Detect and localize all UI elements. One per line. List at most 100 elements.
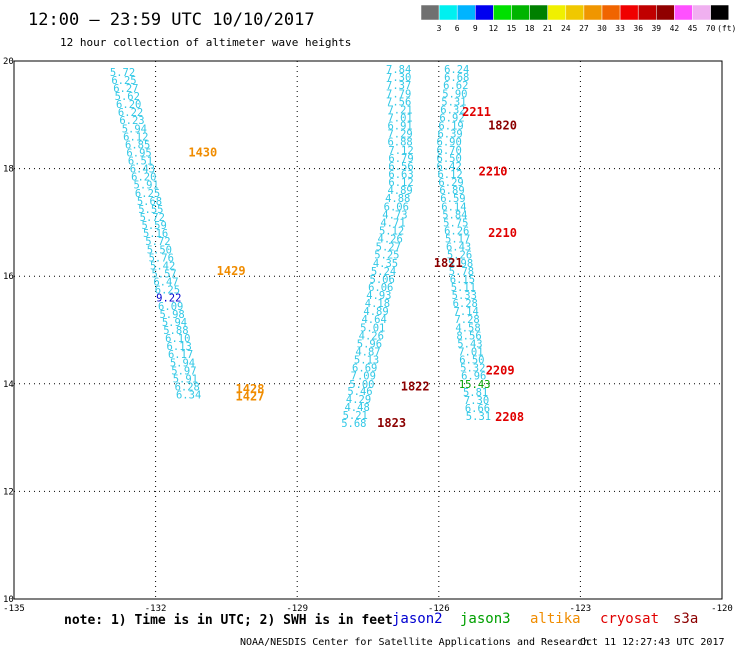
note-text: note: 1) Time is in UTC; 2) SWH is in fe… — [64, 613, 393, 628]
wave-height-point: 6.42 — [437, 161, 462, 173]
wave-height-point: 6.69 — [352, 363, 377, 375]
footer-timestamp: Oct 11 12:27:43 UTC 2017 — [580, 637, 725, 648]
wave-height-point: 5.31 — [441, 96, 466, 108]
color-scale-label: 3 — [437, 24, 442, 33]
pass-time-label: 1822 — [401, 379, 430, 393]
color-swatch — [692, 4, 711, 21]
wave-height-point: 6.12 — [123, 131, 148, 143]
color-scale-label: 27 — [579, 24, 589, 33]
wave-height-point: 7.12 — [388, 145, 413, 157]
y-tick-label: 12 — [3, 487, 14, 497]
color-swatch — [420, 4, 440, 21]
wave-height-point: 4.89 — [387, 185, 412, 197]
wave-height-point: 6.14 — [441, 201, 466, 213]
pass-time-label: 2211 — [462, 105, 491, 119]
wave-height-point: 5.16 — [143, 228, 168, 240]
wave-height-point: 5.27 — [376, 242, 401, 254]
y-tick-label: 14 — [3, 380, 14, 390]
wave-height-point: 4.58 — [455, 322, 480, 334]
color-scale-label: 70 — [706, 24, 716, 33]
wave-height-point: 4.26 — [378, 234, 403, 246]
wave-height-point: 4.35 — [373, 258, 398, 270]
wave-height-point: 6.79 — [388, 153, 413, 165]
wave-height-point: 5.94 — [162, 317, 187, 329]
pass-time-label: 2208 — [495, 410, 524, 424]
wave-height-point: 5.72 — [110, 67, 135, 79]
wave-height-point: 6.29 — [438, 177, 463, 189]
color-scale-label: 18 — [525, 24, 535, 33]
wave-height-point: 6.51 — [128, 156, 153, 168]
wave-height-point: 7.01 — [387, 112, 412, 124]
wave-height-point: 5.72 — [145, 236, 170, 248]
wave-height-point: 7.09 — [351, 371, 376, 383]
y-tick-label: 10 — [3, 595, 14, 605]
wave-height-point: 7.01 — [458, 347, 483, 359]
wave-height-point: 6.50 — [437, 153, 462, 165]
color-swatch — [475, 4, 494, 21]
wave-height-point: 5.57 — [151, 269, 176, 281]
y-tick-label: 18 — [3, 165, 14, 175]
wave-height-point: 5.26 — [447, 250, 472, 262]
color-scale-bar: 3 6 9 12 15 18 21 24 27 30 33 36 39 42 45 70 (ft) — [420, 4, 736, 33]
wave-height-point: 4.64 — [361, 314, 386, 326]
wave-height-point: 7.29 — [387, 129, 412, 141]
wave-height-point: 5.00 — [349, 379, 374, 391]
pass-time-label: 1430 — [188, 145, 217, 159]
wave-height-point: 5.68 — [137, 196, 162, 208]
wave-height-point: 5.42 — [150, 260, 175, 272]
wave-height-point: 6.17 — [168, 349, 193, 361]
color-swatch — [456, 4, 476, 21]
wave-height-point: 6.95 — [126, 147, 151, 159]
wave-height-point: 6.25 — [155, 285, 180, 297]
wave-height-point: 5.13 — [354, 355, 379, 367]
wave-height-point: 6.10 — [165, 333, 190, 345]
wave-height-point: 6.24 — [444, 64, 469, 76]
wave-height-point: 4.18 — [365, 298, 390, 310]
color-swatch — [547, 4, 567, 21]
legend-cryosat: cryosat — [600, 611, 659, 627]
wave-height-point: 5.55 — [138, 204, 163, 216]
wave-height-point: 6.91 — [387, 121, 412, 133]
wave-height-point: 5.59 — [142, 220, 167, 232]
color-scale-label: 6 — [455, 24, 460, 33]
color-swatch — [529, 4, 548, 21]
x-tick-label: -123 — [570, 604, 592, 614]
y-tick-label: 16 — [3, 272, 14, 282]
wave-height-point: 5.97 — [171, 365, 196, 377]
wave-height-point: 6.56 — [388, 161, 413, 173]
wave-height-point: 6.63 — [388, 169, 413, 181]
x-tick-label: -120 — [711, 604, 733, 614]
color-swatch — [710, 4, 729, 21]
pass-time-label: 2210 — [488, 226, 517, 240]
wave-height-point: 5.46 — [347, 386, 372, 398]
wave-height-point: 6.19 — [438, 121, 463, 133]
wave-height-point: 6.23 — [119, 115, 144, 127]
wave-height-point: 15.43 — [459, 379, 491, 391]
wave-height-point: 5.50 — [147, 244, 172, 256]
wave-height-point: 6.20 — [116, 99, 141, 111]
wave-height-point: 6.68 — [444, 72, 469, 84]
wave-height-point: 6.22 — [118, 107, 143, 119]
wave-height-point: 5.94 — [122, 123, 147, 135]
wave-height-point: 6.66 — [465, 403, 490, 415]
wave-height-point: 6.85 — [125, 139, 150, 151]
color-swatch — [583, 4, 603, 21]
wave-height-point: 5.98 — [159, 309, 184, 321]
wave-height-point: 6.43 — [446, 242, 471, 254]
wave-height-point: 4.48 — [344, 402, 369, 414]
pass-time-label: 1428 — [236, 382, 265, 396]
wave-height-point: 6.50 — [459, 355, 484, 367]
wave-height-point: 6.28 — [175, 381, 200, 393]
wave-height-point: 5.88 — [163, 325, 188, 337]
wave-height-point: 5.33 — [452, 290, 477, 302]
wave-height-point: 6.06 — [368, 282, 393, 294]
wave-height-point: 5.21 — [343, 410, 368, 422]
wave-height-point: 7.84 — [386, 64, 411, 76]
wave-height-point: 6.15 — [450, 274, 475, 286]
color-swatch — [619, 4, 639, 21]
color-scale-label: 33 — [615, 24, 625, 33]
wave-height-point: 5.76 — [149, 252, 174, 264]
color-swatch — [601, 4, 621, 21]
color-scale-label: 24 — [561, 24, 571, 33]
